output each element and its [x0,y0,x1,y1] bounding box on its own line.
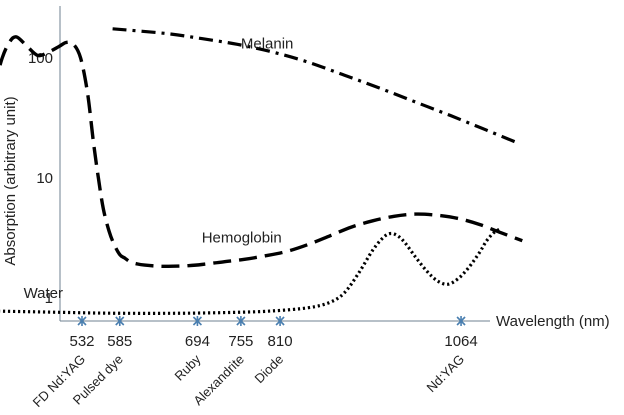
axes [59,6,490,322]
asterisk-icon [456,316,466,326]
laser-marker: 1064 Nd:YAG [424,316,478,395]
asterisk-icon [236,316,246,326]
asterisk-icon [192,316,202,326]
series-layer: Melanin Hemoglobin Water [0,27,523,315]
asterisk-icon [115,316,125,326]
y-tick-label: 1 [45,290,53,307]
laser-name-label: Nd:YAG [424,352,468,396]
x-axis-label: Wavelength (nm) [496,313,610,330]
series-label-hemoglobin: Hemoglobin [202,230,282,247]
y-axis-label: Absorption (arbitrary unit) [2,96,19,265]
x-tick-label: 532 [69,333,94,350]
asterisk-icon [77,316,87,326]
laser-name-label: Diode [252,352,287,387]
x-tick-label: 755 [228,333,253,350]
series-line-hemoglobin [0,35,523,269]
series-label-melanin: Melanin [241,35,294,52]
series-line-melanin [112,27,516,144]
series-melanin: Melanin [112,27,516,144]
y-tick-label: 10 [36,170,53,187]
series-label-water: Water [24,285,63,302]
series-water: Water [0,227,502,315]
series-hemoglobin: Hemoglobin [0,35,523,269]
x-tick-label: 585 [107,333,132,350]
x-tick-label: 810 [268,333,293,350]
asterisk-icon [275,316,285,326]
x-tick-label: 694 [185,333,210,350]
x-tick-label: 1064 [444,333,477,350]
laser-marker: 810 Diode [252,316,293,386]
laser-name-label: Ruby [171,351,203,383]
series-line-water [0,227,502,315]
